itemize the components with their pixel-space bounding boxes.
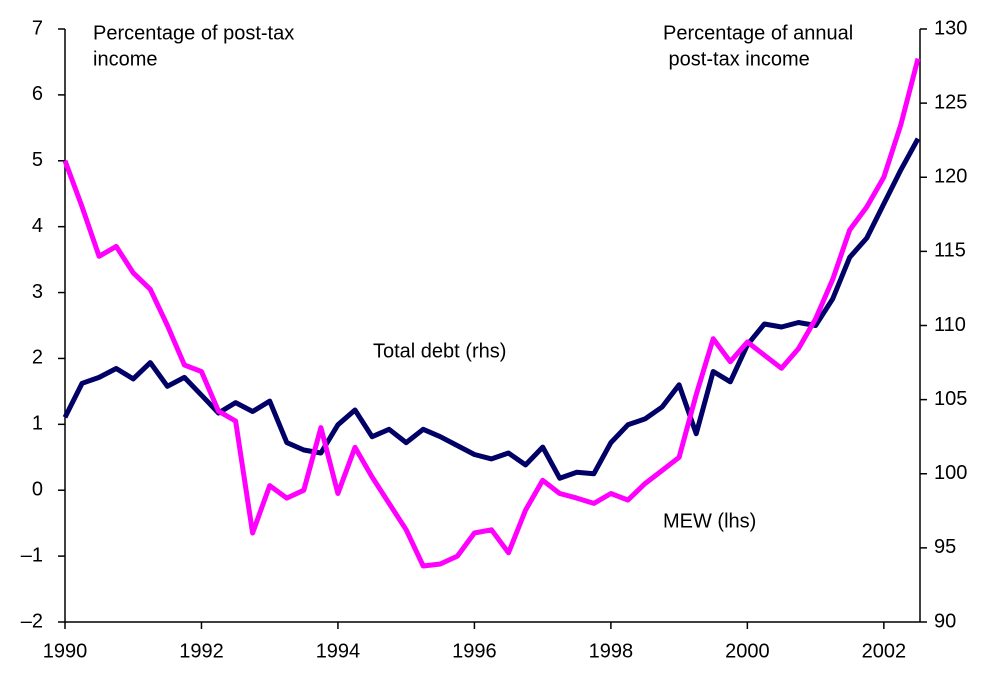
y-tick-label: 6 [32, 83, 43, 105]
series-line [62, 57, 921, 569]
y2-tick-label: 105 [934, 388, 967, 410]
right-axis-label: post-tax income [663, 48, 810, 70]
x-tick-label: 2000 [725, 640, 770, 662]
y-tick-label: –1 [21, 544, 43, 566]
x-tick-label: 1992 [179, 640, 224, 662]
series-line [62, 137, 921, 481]
y2-tick-label: 100 [934, 462, 967, 484]
y-tick-label: 5 [32, 149, 43, 171]
y-tick-label: 0 [32, 479, 43, 501]
series-label: MEW (lhs) [663, 510, 756, 532]
y-tick-label: –2 [21, 610, 43, 632]
left-axis-label: Percentage of post-tax [93, 22, 294, 44]
y2-tick-label: 130 [934, 17, 967, 39]
y2-tick-label: 125 [934, 91, 967, 113]
y2-tick-label: 120 [934, 166, 967, 188]
x-tick-label: 2002 [862, 640, 907, 662]
y-tick-label: 1 [32, 413, 43, 435]
y-tick-label: 4 [32, 215, 43, 237]
y-tick-label: 3 [32, 281, 43, 303]
series-label: Total debt (rhs) [373, 340, 506, 362]
x-tick-label: 1998 [589, 640, 634, 662]
x-tick-label: 1994 [316, 640, 361, 662]
y2-tick-label: 115 [934, 240, 966, 262]
y-tick-label: 2 [32, 347, 43, 369]
left-axis-label: income [93, 48, 157, 70]
y2-tick-label: 110 [934, 314, 966, 336]
y2-tick-label: 95 [934, 536, 956, 558]
x-tick-label: 1990 [43, 640, 88, 662]
right-axis-label: Percentage of annual [663, 22, 853, 44]
x-tick-label: 1996 [452, 640, 497, 662]
y2-tick-label: 90 [934, 610, 956, 632]
y-tick-label: 7 [32, 17, 43, 39]
